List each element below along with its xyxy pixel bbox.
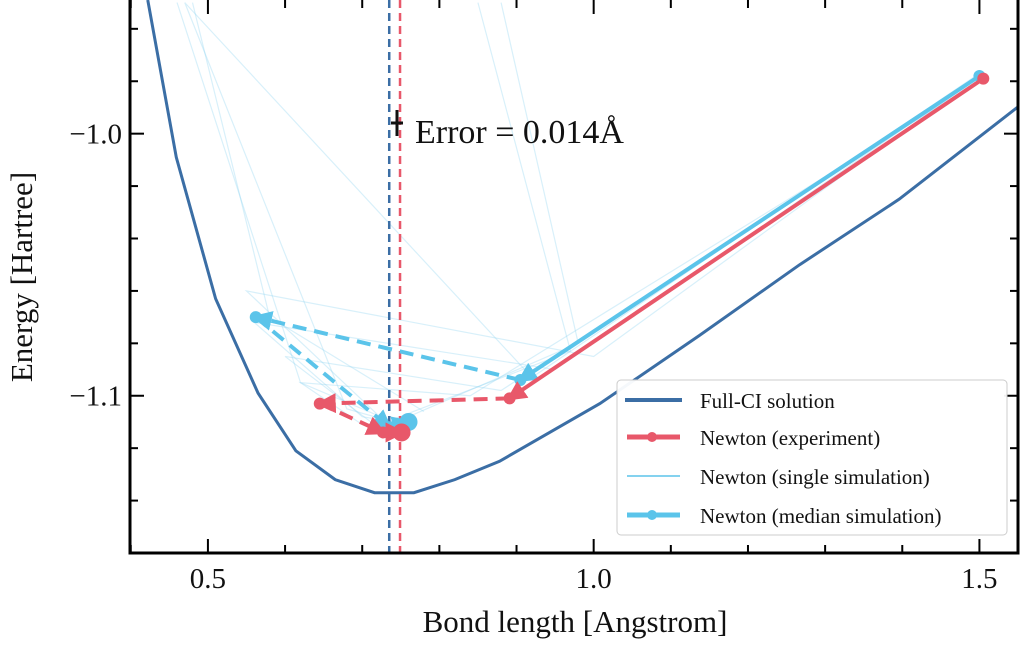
legend-label-experiment: Newton (experiment) [700,426,880,450]
single-simulation-line [408,2,579,418]
median-simulation-step [517,74,981,383]
experiment-point [503,392,516,405]
y-tick-label: −1.1 [69,381,122,413]
median-simulation-point [514,374,527,387]
fullci-line [146,0,1018,495]
single-simulation-lines [176,2,980,431]
error-annotation: Error = 0.014Å [391,110,624,151]
plot-frame [128,0,1020,555]
experiment-step [318,401,387,435]
experiment-step [315,393,510,414]
legend-label-single: Newton (single simulation) [700,465,930,489]
x-axis-label: Bond length [Angstrom] [423,604,728,639]
single-simulation-line [184,2,980,423]
experiment-point [977,72,990,85]
experiment-point [392,423,411,442]
median-simulation-step [254,315,393,430]
x-tick-label: 0.5 [190,563,226,595]
x-tick-label: 1.5 [961,563,997,595]
single-simulation-line [176,2,409,426]
experiment-point [377,426,390,439]
y-axis-label: Energy [Hartree] [4,172,39,382]
x-tick-label: 1.0 [576,563,612,595]
legend: Full-CI solution Newton (experiment) New… [616,379,1008,536]
experiment-point [313,397,326,410]
single-simulation-line [392,2,572,420]
y-tick-label: −1.0 [69,119,122,151]
median-simulation-step [251,311,521,382]
error-label: Error = 0.014Å [415,114,624,151]
legend-label-fullci: Full-CI solution [700,389,835,413]
experiment-step [506,76,985,401]
legend-label-median: Newton (median simulation) [700,504,941,528]
median-simulation-point [249,311,262,324]
